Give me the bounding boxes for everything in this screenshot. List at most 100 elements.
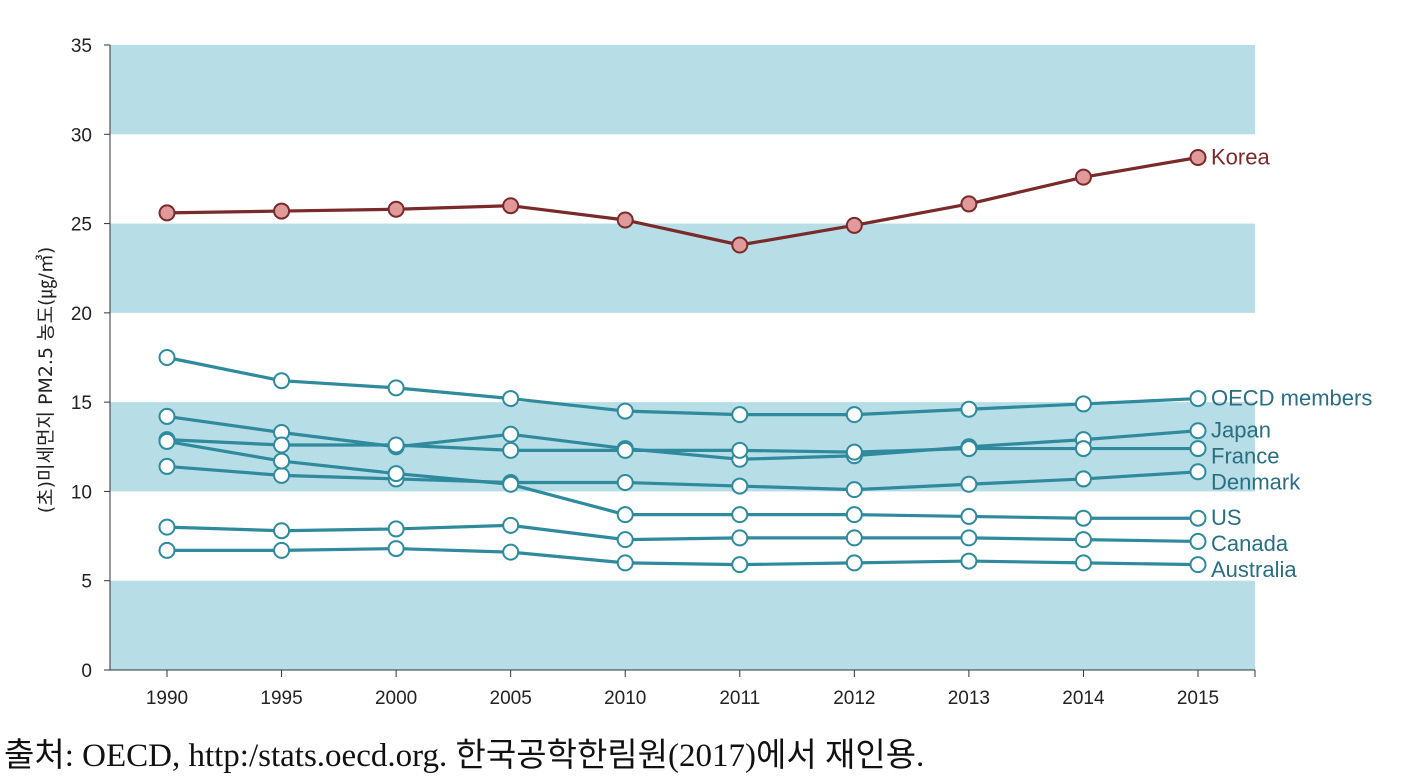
x-tick-label: 2013 <box>948 688 990 709</box>
data-point-denmark <box>1189 463 1207 481</box>
data-point-us <box>960 507 978 525</box>
x-tick-label: 2014 <box>1062 688 1105 709</box>
data-point-korea <box>1189 149 1207 166</box>
data-point-australia <box>273 541 291 559</box>
y-axis-label: (초)미세먼지 PM2.5 농도(㎍/㎥) <box>35 247 57 514</box>
series-label-canada: Canada <box>1211 531 1289 556</box>
data-point-canada <box>845 529 863 547</box>
y-tick-labels: 0 5 10 15 20 25 30 35 <box>71 36 92 682</box>
x-tick-label: 2010 <box>604 688 646 709</box>
y-tick-label: 5 <box>81 572 92 593</box>
y-tick-label: 35 <box>71 36 92 57</box>
data-point-canada <box>731 529 749 547</box>
x-tick-label: 2011 <box>719 688 760 709</box>
data-point-us <box>616 506 634 524</box>
data-point-denmark <box>273 466 291 484</box>
data-point-denmark <box>845 481 863 499</box>
x-tick-label: 2000 <box>375 688 417 709</box>
source-note: 출처: OECD, http:/stats.oecd.org. 한국공학한림원(… <box>4 738 925 774</box>
data-point-australia <box>731 556 749 574</box>
data-point-oecd-members <box>616 402 634 420</box>
data-point-oecd-members <box>1189 390 1207 408</box>
data-point-australia <box>616 554 634 572</box>
data-point-australia <box>387 540 405 558</box>
data-point-australia <box>502 543 520 561</box>
series-line-canada <box>166 523 1199 544</box>
series-line-oecd-members <box>166 355 1199 417</box>
series-line-australia <box>167 546 1199 567</box>
data-point-denmark <box>1074 470 1092 488</box>
data-point-france <box>273 436 291 454</box>
data-point-korea <box>1074 168 1092 186</box>
data-point-oecd-members <box>387 379 405 397</box>
data-point-canada <box>502 516 520 534</box>
data-point-australia <box>1074 554 1092 572</box>
data-point-us <box>387 465 405 483</box>
data-point-oecd-members <box>1074 395 1092 413</box>
data-point-us <box>502 475 520 493</box>
data-point-france <box>731 441 749 459</box>
data-point-australia <box>1189 556 1207 574</box>
data-point-korea <box>387 200 405 218</box>
data-point-canada <box>960 529 978 547</box>
data-point-france <box>502 441 520 459</box>
y-tick-label: 30 <box>71 125 92 146</box>
data-point-denmark <box>731 477 749 495</box>
series-label-oecd-members: OECD members <box>1211 386 1372 411</box>
x-tick-label: 2012 <box>833 688 875 709</box>
data-point-oecd-members <box>273 372 291 390</box>
data-point-korea <box>616 211 634 229</box>
data-point-us <box>845 506 863 524</box>
data-point-france <box>960 440 978 458</box>
data-point-japan <box>502 425 520 443</box>
data-point-denmark <box>616 474 634 491</box>
series-line-france <box>166 438 1198 454</box>
data-point-canada <box>273 522 291 540</box>
y-tick-label: 20 <box>71 304 92 325</box>
data-point-canada <box>387 520 405 538</box>
series-label-france: France <box>1211 444 1279 469</box>
data-point-france <box>387 436 405 454</box>
data-point-oecd-members <box>731 406 749 424</box>
background-band <box>110 223 1255 313</box>
series-label-denmark: Denmark <box>1211 470 1301 495</box>
data-point-oecd-members <box>845 406 863 424</box>
data-point-france <box>1189 440 1207 458</box>
y-tick-label: 10 <box>71 482 92 503</box>
data-point-canada <box>616 531 634 549</box>
y-tick-label: 25 <box>71 215 92 236</box>
data-point-france <box>616 441 634 459</box>
series-line-denmark <box>166 464 1199 492</box>
x-tick-label: 2005 <box>490 688 532 709</box>
data-point-japan <box>1189 422 1207 440</box>
data-point-denmark <box>158 457 176 475</box>
data-point-denmark <box>960 475 978 493</box>
data-point-us <box>1074 509 1092 527</box>
background-bands <box>110 45 1255 670</box>
data-point-us <box>731 506 749 524</box>
x-tick-label: 1995 <box>260 688 302 709</box>
data-point-us <box>273 452 291 470</box>
data-point-oecd-members <box>158 349 176 366</box>
series-label-us: US <box>1211 505 1242 530</box>
series-line-us <box>166 439 1198 520</box>
data-point-korea <box>960 195 978 213</box>
background-band <box>110 45 1255 135</box>
y-tick-label: 0 <box>81 661 92 682</box>
series-line-japan <box>166 414 1199 461</box>
data-point-us <box>158 432 176 450</box>
data-point-australia <box>158 541 176 559</box>
data-point-korea <box>731 236 749 254</box>
data-point-canada <box>158 518 176 536</box>
x-tick-labels: 1990 1995 2000 2005 2010 2011 2012 2013 2014 2015 <box>146 688 1219 709</box>
line-chart: 0 5 10 15 20 25 30 35 1990 1995 2000 2005 2010 2011 2… <box>35 36 1372 709</box>
data-point-australia <box>845 554 863 572</box>
data-point-us <box>1189 509 1207 527</box>
series-label-korea: Korea <box>1211 145 1270 170</box>
data-point-korea <box>502 197 520 215</box>
data-point-korea <box>845 216 863 234</box>
background-band <box>110 580 1255 670</box>
data-point-korea <box>273 202 291 220</box>
x-tick-label: 2015 <box>1177 688 1219 709</box>
